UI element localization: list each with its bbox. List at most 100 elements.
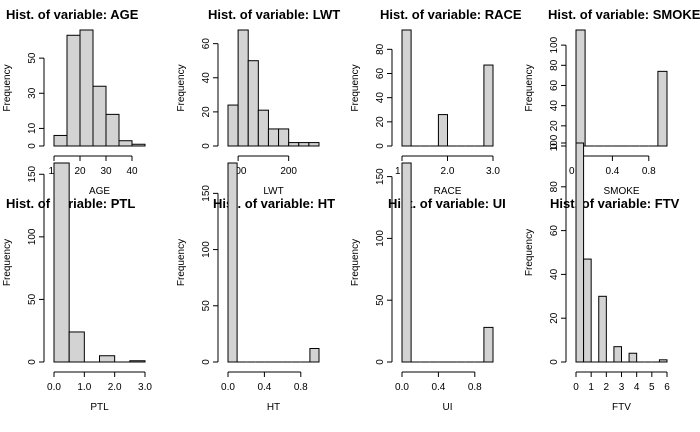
x-tick-label: 100: [230, 166, 247, 177]
x-tick-label: 0: [573, 382, 579, 393]
x-tick-label: 5: [649, 382, 655, 393]
y-tick-label: 100: [375, 230, 386, 247]
y-tick-label: 0: [201, 143, 212, 149]
x-tick-label: 2.0: [108, 382, 122, 393]
histogram-bar: [613, 346, 623, 363]
histogram-bar: [575, 142, 585, 363]
histogram-bar: [79, 29, 94, 147]
histogram-bar: [658, 359, 668, 363]
x-tick-label: 0.0: [395, 382, 409, 393]
y-tick-label: 40: [549, 268, 560, 280]
x-tick-label: 6: [664, 382, 670, 393]
histogram-bar: [267, 128, 280, 147]
y-tick-label: 0: [201, 359, 212, 365]
y-tick-label: 60: [549, 225, 560, 237]
histogram-bar: [68, 331, 85, 363]
y-tick-label: 100: [201, 241, 212, 258]
histogram-bar: [66, 34, 81, 147]
x-tick-label: 1.0: [77, 382, 91, 393]
histogram-bar: [598, 295, 607, 363]
x-tick-label: 40: [126, 166, 138, 177]
chart-title: Hist. of variable: FTV: [550, 196, 680, 211]
histogram-bar: [105, 113, 120, 147]
x-axis-label: AGE: [89, 186, 110, 197]
y-tick-label: 20: [549, 120, 560, 132]
y-tick-label: 50: [27, 52, 38, 64]
y-tick-label: 100: [549, 36, 560, 53]
y-tick-label: 40: [375, 92, 386, 104]
y-tick-label: 20: [549, 312, 560, 324]
histogram-panel-lwt: Hist. of variable: LWT 100 200 0 20 40 60 LWT Fr…: [176, 7, 340, 197]
y-tick-label: 100: [549, 134, 560, 151]
y-tick-label: 10: [27, 122, 38, 134]
x-tick-label: 1: [588, 382, 594, 393]
histogram-bar: [247, 60, 259, 147]
x-axis-label: SMOKE: [603, 186, 639, 197]
histogram-panel-ui: Hist. of variable: UI 0.0 0.4 0.8 0 50 100 150 U…: [350, 162, 506, 413]
histogram-bar: [227, 162, 238, 363]
x-tick-label: 0.8: [642, 166, 656, 177]
chart-title: Hist. of variable: AGE: [6, 7, 139, 22]
y-tick-label: 100: [27, 228, 38, 245]
y-axis-label: Frequency: [524, 229, 535, 276]
histogram-bar: [483, 64, 494, 147]
x-tick-label: 0.4: [257, 382, 271, 393]
x-axis-label: UI: [443, 402, 453, 413]
x-tick-label: 3.0: [138, 382, 152, 393]
x-tick-label: 0.0: [221, 382, 235, 393]
y-axis-label: Frequency: [2, 239, 13, 286]
x-tick-label: 0.0: [47, 382, 61, 393]
y-tick-label: 150: [27, 165, 38, 182]
y-axis-label: Frequency: [2, 64, 13, 111]
y-tick-label: 0: [375, 359, 386, 365]
y-axis-label: Frequency: [176, 239, 187, 286]
histogram-bar: [583, 258, 592, 363]
histogram-bar: [298, 142, 310, 147]
x-axis-label: LWT: [263, 186, 283, 197]
x-tick-label: 30: [100, 166, 112, 177]
y-tick-label: 40: [201, 72, 212, 84]
y-tick-label: 20: [201, 106, 212, 118]
x-tick-label: 200: [280, 166, 297, 177]
histogram-bar: [257, 109, 269, 147]
y-axis-label: Frequency: [350, 239, 361, 286]
histogram-bar: [53, 134, 68, 147]
x-tick-label: 0.8: [294, 382, 308, 393]
y-tick-label: 50: [201, 300, 212, 312]
histogram-panel-smoke: Hist. of variable: SMOKE0.00.40.80204060…: [524, 7, 700, 197]
histogram-panel-ht: Hist. of variable: HT 0.0 0.4 0.8 0 50 100 150 H…: [176, 162, 335, 413]
histogram-bar: [483, 326, 494, 363]
y-tick-label: 0: [27, 359, 38, 365]
histogram-bar: [308, 142, 320, 147]
histogram-bar: [309, 348, 320, 363]
histogram-bar: [401, 162, 412, 363]
y-tick-label: 80: [375, 43, 386, 55]
histogram-bar: [237, 29, 249, 147]
histogram-bar: [401, 29, 412, 147]
x-tick-label: 0.4: [431, 382, 445, 393]
x-tick-label: 0.8: [468, 382, 482, 393]
chart-title: Hist. of variable: PTL: [6, 196, 135, 211]
histogram-panel-age: Hist. of variable: AGE102030400103050AGE…: [2, 7, 146, 197]
histogram-bar: [437, 114, 448, 147]
y-tick-label: 150: [201, 185, 212, 202]
chart-title: Hist. of variable: HT: [213, 196, 335, 211]
chart-title: Hist. of variable: UI: [388, 196, 506, 211]
y-tick-label: 40: [549, 100, 560, 112]
chart-title: Hist. of variable: LWT: [208, 7, 340, 22]
y-tick-label: 60: [549, 79, 560, 91]
y-tick-label: 0: [375, 143, 386, 149]
histogram-bar: [657, 70, 668, 147]
y-tick-label: 80: [549, 181, 560, 193]
histogram-bar: [628, 352, 638, 363]
histogram-panel-ptl: Hist. of variable: PTL 0.0 1.0 2.0 3.0 0 50 100…: [2, 162, 152, 413]
x-tick-label: 3: [619, 382, 625, 393]
x-tick-label: 3.0: [486, 166, 500, 177]
y-tick-label: 150: [375, 168, 386, 185]
histogram-bar: [575, 29, 586, 147]
y-tick-label: 50: [375, 294, 386, 306]
x-tick-label: 2: [604, 382, 610, 393]
histogram-bar: [99, 355, 116, 363]
